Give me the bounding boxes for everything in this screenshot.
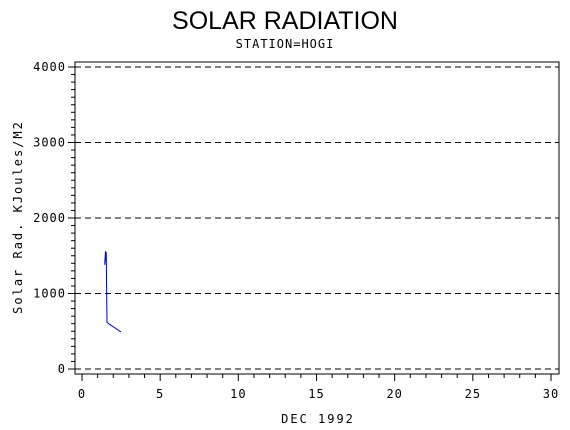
- y-tick-label: 4000: [33, 60, 66, 74]
- x-tick-label: 0: [78, 387, 86, 401]
- x-tick-label: 25: [465, 387, 481, 401]
- series-line: [104, 251, 122, 333]
- series-group: [104, 251, 122, 333]
- chart-subtitle: STATION=HOGI: [236, 37, 335, 51]
- gridlines: [75, 66, 559, 370]
- y-tick-label: 1000: [33, 287, 66, 301]
- x-tick-label: 15: [308, 387, 324, 401]
- x-tick-label: 5: [156, 387, 164, 401]
- y-axis: 0 1000 2000 3000 4000: [33, 60, 75, 376]
- y-tick-label: 0: [58, 362, 66, 376]
- x-tick-label: 30: [543, 387, 559, 401]
- y-tick-label: 3000: [33, 136, 66, 150]
- x-tick-label: 10: [230, 387, 246, 401]
- y-tick-label: 2000: [33, 211, 66, 225]
- x-axis-label: DEC 1992: [281, 412, 355, 426]
- x-axis: 0 5 10 15 20 25 30: [78, 374, 559, 401]
- x-tick-label: 20: [386, 387, 402, 401]
- y-axis-label: Solar Rad. KJoules/M2: [11, 120, 25, 314]
- chart-title: SOLAR RADIATION: [172, 7, 398, 35]
